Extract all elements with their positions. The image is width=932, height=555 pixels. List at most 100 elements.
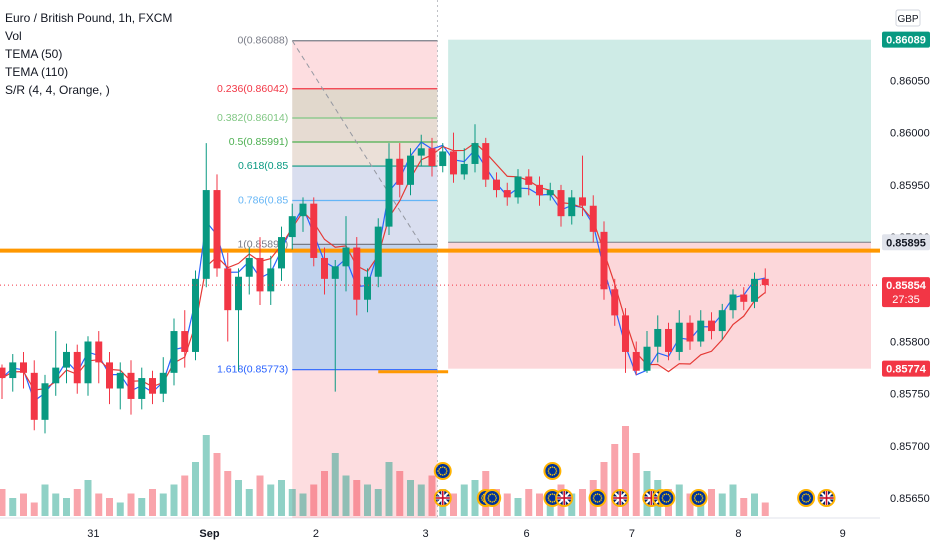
eu-flag-star [807, 500, 809, 503]
gb-flag-icon[interactable] [555, 489, 574, 507]
eu-flag-star [439, 473, 442, 476]
current-price-badge-text: 0.85854 [886, 280, 927, 292]
eu-flag-star [445, 472, 448, 474]
eu-flag-body [691, 491, 706, 505]
fib-level-label: 0.5(0.85991) [229, 136, 289, 148]
eu-flag-icon[interactable] [433, 462, 452, 480]
candle-body [568, 197, 576, 217]
eu-flag-star [553, 473, 556, 476]
volume-bar [396, 471, 404, 516]
fib-level-label: 1.618(0.85773) [217, 364, 288, 376]
legend-sr[interactable]: S/R (4, 4, Orange, ) [5, 83, 110, 97]
eu-flag-body [435, 464, 450, 478]
eu-flag-star [445, 470, 448, 472]
candle-body [654, 328, 662, 347]
eu-flag-star [592, 497, 595, 499]
candle-body [525, 176, 533, 185]
plot-background [0, 0, 880, 518]
eu-flag-star [801, 499, 804, 501]
eu-flag-star [596, 493, 599, 495]
gb-flag-icon[interactable] [433, 489, 452, 507]
eu-flag-icon[interactable] [689, 489, 708, 507]
current-price-badge-bg [882, 277, 930, 308]
volume-bar [385, 462, 393, 516]
time-axis-tick: 7 [629, 528, 635, 540]
candle-body [30, 372, 38, 420]
candle-body [149, 378, 156, 394]
eu-flag-star [548, 499, 550, 501]
eu-flag-body [659, 491, 674, 505]
candle-body [106, 362, 113, 389]
candle-body [288, 216, 296, 238]
eu-flag-icon[interactable] [588, 489, 607, 507]
candle-body [493, 179, 500, 191]
eu-flag-star [593, 495, 595, 497]
eu-flag-star [600, 495, 602, 497]
eu-flag-icon[interactable] [543, 462, 562, 480]
candle-body [643, 346, 651, 371]
volume-bar [321, 471, 328, 516]
volume-bar [95, 493, 103, 516]
volume-bar [30, 502, 38, 516]
candle-body [503, 190, 511, 198]
legend-tema110[interactable]: TEMA (110) [5, 65, 69, 79]
candle-body [697, 320, 705, 342]
candle-body [9, 362, 17, 379]
eu-flag-star [547, 497, 550, 499]
candle-body [202, 190, 210, 279]
eu-flag-star [803, 493, 805, 496]
price-axis-tick: 0.86050 [890, 75, 930, 87]
volume-bar [63, 498, 70, 516]
time-axis-tick: 31 [87, 528, 99, 540]
fib-level-label: 1(0.85893) [237, 238, 288, 250]
eu-flag-star [805, 501, 807, 503]
fib-trend-line [291, 40, 422, 245]
target-price-badge-text: 0.86089 [886, 35, 926, 47]
eu-flag-star [549, 493, 552, 496]
volume-bar [353, 480, 361, 516]
volume-bar [729, 484, 737, 516]
fib-level-label: 0.382(0.86014) [217, 112, 288, 124]
eu-flag-icon[interactable] [657, 489, 676, 507]
volume-bar [761, 502, 769, 516]
eu-flag-star [594, 500, 597, 503]
volume-bar [267, 484, 275, 516]
gb-flag-cross [563, 491, 566, 505]
fib-level-label: 0.236(0.86042) [217, 83, 288, 95]
legend-tema50[interactable]: TEMA (50) [5, 47, 63, 61]
eu-flag-icon[interactable] [483, 489, 502, 507]
price-axis-tick: 0.85650 [890, 493, 930, 505]
price-axis-background [880, 0, 932, 550]
eu-flag-star [701, 499, 703, 501]
volume-bar [450, 493, 457, 516]
gb-flag-cross [825, 491, 828, 505]
legend-volume[interactable]: Vol [5, 29, 22, 43]
entry-price-badge-text: 0.85895 [886, 237, 926, 249]
candle-body [278, 237, 285, 269]
eu-flag-star [551, 474, 554, 476]
candle-body [557, 190, 565, 217]
gb-flag-icon[interactable] [817, 489, 836, 507]
legend-symbol[interactable]: Euro / British Pound, 1h, FXCM [5, 11, 173, 25]
candle-body [600, 231, 608, 290]
eu-flag-icon[interactable] [797, 489, 816, 507]
volume-bar [632, 453, 640, 516]
eu-flag-star [808, 499, 811, 501]
eu-flag-star [438, 468, 441, 470]
eu-flag-star [555, 468, 557, 470]
eu-flag-star [694, 495, 696, 497]
eu-flag-star [807, 493, 809, 496]
candle-body [95, 341, 103, 363]
eu-flag-star [661, 497, 664, 499]
price-axis-tick: 0.85800 [890, 337, 930, 349]
volume-bar [407, 480, 414, 516]
eu-flag-star [553, 493, 556, 496]
gb-flag-icon[interactable] [611, 489, 630, 507]
volume-bar [331, 453, 339, 516]
volume-bar [106, 498, 113, 516]
eu-flag-star [665, 493, 668, 495]
eu-flag-star [693, 497, 696, 499]
eu-flag-star [553, 466, 556, 469]
